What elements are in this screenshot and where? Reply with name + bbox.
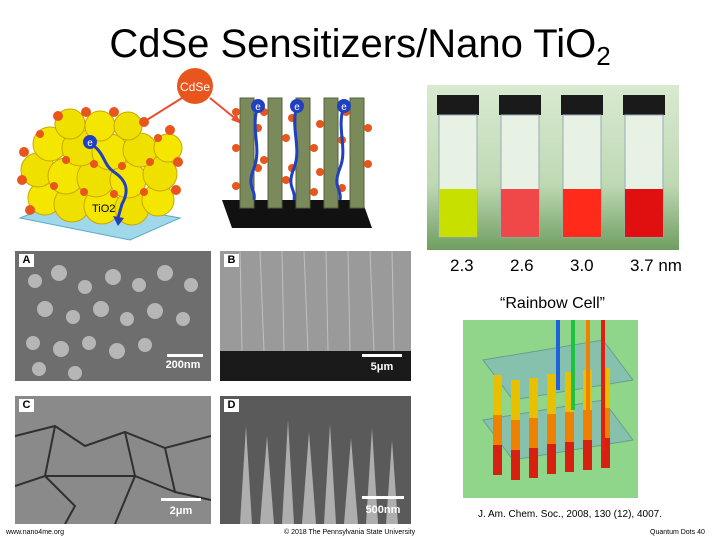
footer-right: Quantum Dots 40 bbox=[650, 529, 705, 536]
slide-title: CdSe Sensitizers/Nano TiO2 bbox=[109, 22, 611, 71]
electron-label-tube-3: e bbox=[341, 102, 347, 113]
cdse-dots-film bbox=[17, 107, 183, 215]
cdse-label: CdSe bbox=[180, 80, 210, 94]
footer-left: www.nano4me.org bbox=[6, 529, 64, 536]
sem-panel-b: B 5μm bbox=[220, 251, 411, 381]
vial-4 bbox=[623, 95, 665, 238]
sem-label-a: A bbox=[19, 254, 34, 267]
tio2-nanotubes bbox=[239, 97, 365, 209]
electron-path-film bbox=[87, 140, 128, 219]
sem-label-b: B bbox=[224, 254, 239, 267]
electron-label-tube-2: e bbox=[294, 102, 300, 113]
scale-bar-c bbox=[161, 498, 201, 501]
footer-center: © 2018 The Pennsylvania State University bbox=[284, 529, 416, 536]
sem-label-d: D bbox=[224, 399, 239, 412]
vial-size-4: 3.7 nm bbox=[630, 256, 682, 275]
scale-bar-b bbox=[362, 354, 402, 357]
electron-label-film: e bbox=[87, 138, 93, 149]
scale-bar-d bbox=[362, 496, 404, 499]
rainbow-cell-diagram bbox=[463, 320, 638, 498]
sem-panel-a: A 200nm bbox=[15, 251, 211, 381]
scale-text-a: 200nm bbox=[165, 359, 201, 371]
scale-text-b: 5μm bbox=[370, 361, 394, 373]
scale-text-d: 500nm bbox=[365, 504, 401, 516]
sem-panel-c: C 2μm bbox=[15, 396, 211, 524]
vial-1 bbox=[437, 95, 479, 238]
rainbow-cell-caption: “Rainbow Cell” bbox=[500, 295, 605, 312]
sem-panel-d: D 500nm bbox=[220, 396, 411, 524]
vial-size-3: 3.0 bbox=[570, 256, 594, 275]
cdse-dots-tubes bbox=[232, 108, 372, 196]
tio2-label: TiO2 bbox=[92, 203, 115, 215]
sensitizer-schematic: CdSe e TiO2 bbox=[17, 68, 372, 241]
vial-size-2: 2.6 bbox=[510, 256, 534, 275]
vial-3 bbox=[561, 95, 603, 238]
scale-bar-a bbox=[167, 354, 203, 357]
rainbow-cell-light-rays bbox=[556, 320, 605, 450]
cdse-callout-dot bbox=[177, 68, 213, 104]
scale-text-c: 2μm bbox=[169, 505, 193, 517]
vial-size-1: 2.3 bbox=[450, 256, 474, 275]
electron-label-tube-1: e bbox=[255, 102, 261, 113]
citation: J. Am. Chem. Soc., 2008, 130 (12), 4007. bbox=[478, 509, 662, 520]
sem-label-c: C bbox=[19, 399, 34, 412]
vials-photo bbox=[427, 85, 679, 250]
electron-paths-tubes bbox=[249, 105, 346, 201]
tio2-nanoparticles bbox=[20, 108, 183, 226]
vial-2 bbox=[499, 95, 541, 238]
